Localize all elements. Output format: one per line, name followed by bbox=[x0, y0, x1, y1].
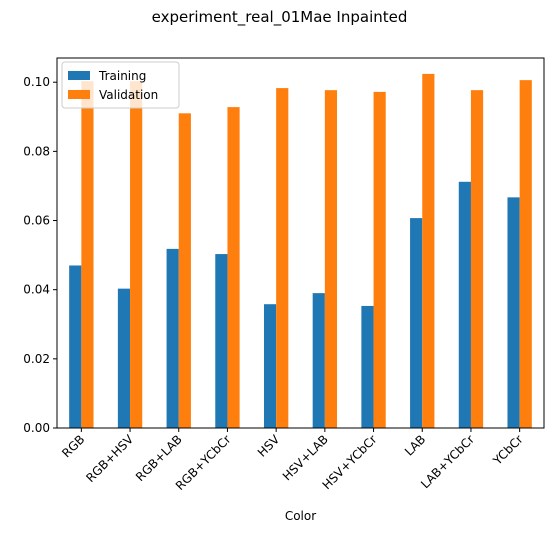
legend-label-validation: Validation bbox=[99, 88, 158, 102]
bar-validation-1 bbox=[130, 81, 143, 429]
legend-swatch-training bbox=[68, 71, 90, 80]
axes-frame bbox=[56, 57, 545, 429]
legend-box bbox=[61, 61, 180, 109]
bar-validation-2 bbox=[178, 113, 191, 429]
x-tick-label-5: HSV+LAB bbox=[280, 432, 331, 483]
bar-training-9 bbox=[507, 197, 520, 428]
y-tick-label-4: 0.08 bbox=[23, 144, 50, 158]
bar-training-4 bbox=[263, 304, 277, 428]
bar-training-7 bbox=[410, 218, 423, 428]
bar-validation-4 bbox=[276, 88, 289, 429]
bar-validation-7 bbox=[422, 73, 435, 428]
x-tick-label-0: RGB bbox=[59, 432, 87, 460]
x-axis-label: Color bbox=[285, 509, 316, 523]
bar-validation-6 bbox=[373, 91, 386, 428]
bar-training-1 bbox=[117, 288, 131, 428]
y-tick-label-3: 0.06 bbox=[23, 214, 50, 228]
legend-swatch-validation bbox=[68, 90, 90, 99]
x-tick-label-9: YCbCr bbox=[490, 432, 526, 468]
y-tick-label-1: 0.02 bbox=[23, 352, 50, 366]
y-tick-label-5: 0.10 bbox=[23, 75, 50, 89]
bar-training-8 bbox=[458, 181, 471, 428]
bar-validation-0 bbox=[81, 81, 94, 429]
bar-validation-5 bbox=[324, 90, 338, 429]
chart-title: experiment_real_01Mae Inpainted bbox=[151, 8, 408, 26]
bar-training-2 bbox=[166, 248, 179, 428]
x-tick-label-2: RGB+LAB bbox=[133, 432, 185, 484]
bar-training-6 bbox=[361, 305, 374, 428]
legend-label-training: Training bbox=[98, 69, 146, 83]
x-tick-label-4: HSV bbox=[255, 432, 283, 460]
x-tick-label-7: LAB bbox=[402, 432, 428, 458]
y-tick-label-0: 0.00 bbox=[23, 421, 50, 435]
x-tick-label-1: RGB+HSV bbox=[83, 432, 136, 485]
bar-training-3 bbox=[215, 254, 228, 428]
bar-validation-8 bbox=[470, 90, 484, 429]
bar-validation-3 bbox=[227, 107, 240, 428]
bar-validation-9 bbox=[519, 80, 532, 428]
bar-training-5 bbox=[312, 293, 325, 428]
bar-training-0 bbox=[69, 265, 82, 428]
y-tick-label-2: 0.04 bbox=[23, 283, 50, 297]
